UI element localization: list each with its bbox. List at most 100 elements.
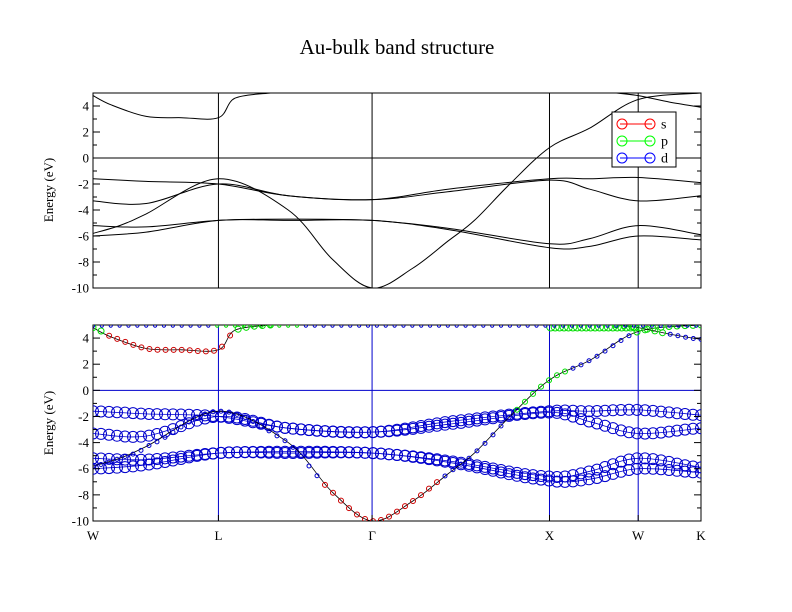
sp-marker [506,414,512,420]
bottom-kpoint-lines [93,325,701,521]
bottom-tick-label: 2 [83,357,90,372]
x-tick-label-4: W [632,528,645,543]
sp-marker [538,383,544,390]
d-marker [239,446,251,459]
d-marker [167,451,179,464]
d-marker [167,454,179,467]
d-marker [127,453,139,466]
d-marker [159,408,171,421]
bottom-y-axis: 4 2 0 -2 -4 -6 -8 -10 [72,331,701,529]
d-marker [423,418,435,431]
sp-marker [258,325,266,330]
top-edge-marker [490,325,495,328]
p-marker [595,325,605,332]
bottom-panel: 4 2 0 -2 -4 -6 -8 -10 W L Γ X W K Energy (eV) [41,324,706,543]
sp-marker [93,325,97,332]
d-marker [655,463,667,476]
top-edge-marker [578,325,583,328]
d-marker [607,404,619,417]
d-marker [431,419,443,432]
sp-marker [586,358,592,364]
d-marker [143,407,155,420]
sp-marker [530,390,536,397]
p-marker [621,325,631,332]
sp-marker [594,353,600,359]
d-marker [647,427,659,440]
d-marker [439,418,451,431]
sp-marker [93,463,96,469]
d-marker [463,413,475,426]
d-marker [447,415,459,428]
d-marker [535,469,547,482]
legend-marker-d [644,152,656,164]
sp-marker [186,347,193,354]
sp-marker [122,454,128,460]
d-marker [671,407,683,420]
top-edge-marker [294,325,300,328]
sp-marker [282,438,288,444]
d-marker [111,453,123,466]
d-marker [295,445,307,458]
top-edge-marker [552,325,557,328]
d-marker [439,454,451,467]
d-marker [111,406,123,419]
sp-marker [97,327,105,335]
legend-marker-d [616,152,628,164]
sp-marker [210,409,216,415]
top-plot-frame [92,92,702,289]
bottom-tick-label: 0 [83,383,90,398]
d-marker [311,445,323,458]
d-marker [631,452,643,465]
top-edge-marker [365,325,371,328]
top-edge-marker [144,325,149,328]
top-edge-marker [286,325,291,328]
d-marker [375,425,387,438]
d-marker [591,417,603,430]
d-marker [639,462,651,475]
d-marker [175,420,187,433]
d-marker [511,466,523,479]
d-marker [111,461,123,474]
sp-marker [618,337,624,343]
d-marker [319,425,331,438]
d-marker [695,422,701,435]
d-marker [447,417,459,430]
d-marker [671,424,683,437]
sp-marker [689,325,697,329]
d-marker [127,460,139,473]
d-marker [143,453,155,466]
d-marker [143,429,155,442]
d-marker [583,415,595,428]
d-marker [151,452,163,465]
d-marker [383,424,395,437]
top-tick-label: -4 [78,203,89,218]
d-marker [663,406,675,419]
fat-band-line-2 [93,412,701,438]
d-marker [159,452,171,465]
sp-marker [154,439,160,445]
d-marker [679,459,691,472]
d-marker [199,409,211,422]
p-marker [550,325,560,332]
d-marker [639,452,651,465]
d-marker [671,457,683,470]
top-edge-marker [197,325,202,328]
top-edge-marker [161,325,167,328]
d-marker [599,419,611,432]
d-marker [567,410,579,423]
top-edge-marker [614,325,619,328]
sp-marker [681,325,689,330]
d-marker [567,469,579,482]
d-marker [303,445,315,458]
top-edge-marker [427,325,433,328]
d-marker [567,404,579,417]
sp-marker [290,444,296,450]
top-edge-marker [268,325,273,328]
fat-band-markers [93,325,701,521]
d-marker [503,465,515,478]
sp-marker [698,336,701,342]
sp-marker [130,341,137,348]
d-marker [655,454,667,467]
sp-marker [146,346,153,353]
d-marker [679,423,691,436]
